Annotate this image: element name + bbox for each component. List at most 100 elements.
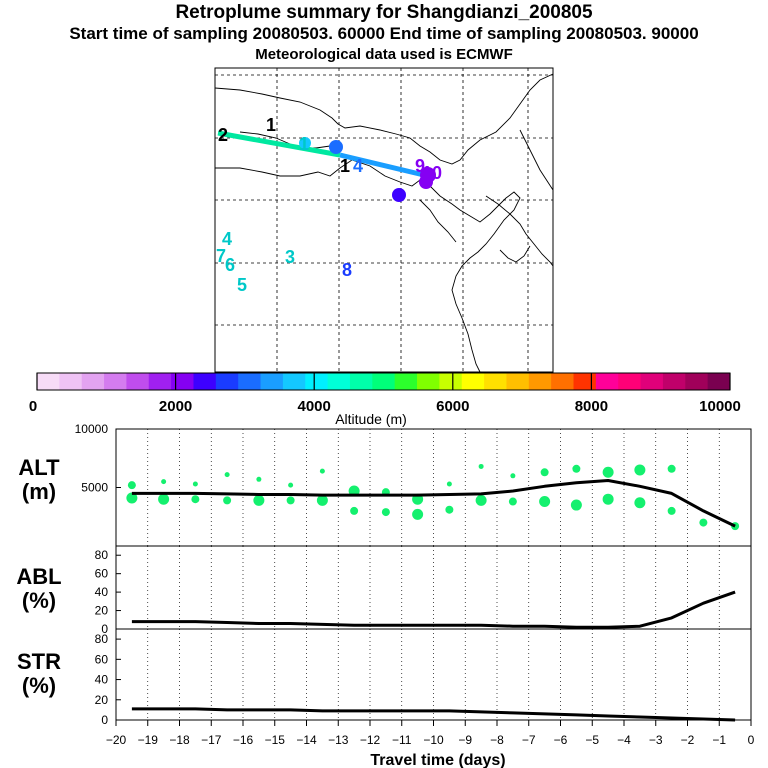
colorbar-swatch-19 — [461, 373, 485, 390]
colorbar-swatch-21 — [506, 373, 530, 390]
x-tick-label-14: −6 — [554, 733, 568, 747]
alt-point-7 — [224, 472, 230, 478]
alt-point-23 — [478, 463, 484, 469]
str-series-line — [131, 707, 736, 722]
str-label-text: STR (%) — [17, 649, 61, 698]
alt-point-30 — [602, 493, 614, 505]
alt-point-8 — [253, 494, 265, 506]
abl-series-line — [131, 590, 736, 629]
colorbar-swatch-12 — [305, 373, 329, 390]
alt-point-22 — [475, 494, 487, 506]
alt-point-10 — [286, 496, 295, 505]
map-cluster-label-6: 5 — [237, 275, 247, 295]
abl-ytick-label-0: 0 — [101, 622, 108, 636]
colorbar-swatch-7 — [193, 373, 217, 390]
abl-ytick-label-4: 80 — [95, 548, 109, 562]
alt-point-0 — [126, 492, 138, 504]
alt-point-9 — [256, 476, 262, 482]
alt-point-25 — [510, 473, 516, 479]
alt-point-31 — [602, 466, 614, 478]
map-cluster-label-2: 1 — [299, 134, 309, 154]
colorbar-swatch-2 — [81, 373, 105, 390]
colorbar-tick-label-4: 8000 — [575, 398, 608, 415]
x-tick-label-18: −2 — [681, 733, 695, 747]
alt-point-21 — [446, 481, 452, 487]
met-data-note: Meteorological data used is ECMWF — [255, 46, 513, 63]
alt-point-27 — [540, 468, 549, 477]
alt-point-11 — [288, 482, 294, 488]
colorbar-swatch-29 — [685, 373, 709, 390]
colorbar-swatch-11 — [282, 373, 306, 390]
map-cluster-dot-2 — [329, 140, 343, 154]
colorbar-swatch-15 — [372, 373, 396, 390]
alt-point-2 — [158, 493, 170, 505]
alt-point-29 — [572, 464, 581, 473]
alt-point-3 — [161, 479, 167, 485]
alt-point-36 — [699, 518, 708, 527]
x-tick-label-12: −8 — [490, 733, 504, 747]
alt-label-text: ALT (m) — [18, 455, 60, 504]
alt-frame — [115, 428, 752, 547]
abl-axis-label: ABL (%) — [8, 565, 70, 613]
alt-point-1 — [127, 481, 136, 490]
colorbar-swatch-6 — [171, 373, 194, 390]
colorbar-swatch-27 — [640, 373, 664, 390]
colorbar-swatch-30 — [707, 373, 731, 390]
x-tick-label-13: −7 — [522, 733, 536, 747]
colorbar-swatch-26 — [618, 373, 642, 390]
map-cluster-label-7: 6 — [225, 255, 235, 275]
colorbar-swatch-16 — [394, 373, 418, 390]
map-cluster-label-4: 3 — [285, 247, 295, 267]
x-axis: −20 −19 −18 −17 −16 −15 −14 −13 −12 −11 −10 −9 −8 −7−… — [106, 720, 755, 768]
str-axis-label: STR (%) — [8, 650, 70, 698]
alt-point-32 — [634, 497, 646, 509]
str-frame — [115, 628, 752, 721]
abl-ytick-label-3: 60 — [95, 567, 109, 581]
map-cluster-label-12: 9 — [415, 156, 425, 176]
alt-point-35 — [667, 464, 676, 473]
alt-point-26 — [539, 496, 551, 508]
x-tick-label-4: −16 — [233, 733, 254, 747]
map-track-blue — [339, 152, 429, 179]
x-tick-label-16: −4 — [617, 733, 631, 747]
x-tick-label-15: −5 — [585, 733, 599, 747]
x-tick-label-3: −17 — [201, 733, 222, 747]
colorbar-swatch-17 — [417, 373, 440, 390]
colorbar-swatch-10 — [260, 373, 284, 390]
str-ytick-label-3: 60 — [95, 652, 109, 666]
colorbar-tick-label-5: 10000 — [699, 398, 741, 415]
x-tick-label-9: −11 — [392, 733, 412, 747]
colorbar-tick-label-2: 4000 — [298, 398, 331, 415]
colorbar-swatch-1 — [59, 373, 83, 390]
alt-point-18 — [412, 508, 424, 520]
abl-label-text: ABL (%) — [16, 564, 62, 613]
alt-point-6 — [223, 496, 232, 505]
x-tick-label-17: −3 — [649, 733, 663, 747]
colorbar-swatch-4 — [126, 373, 150, 390]
map-cluster-dot-5 — [419, 175, 433, 189]
x-tick-label-11: −9 — [458, 733, 472, 747]
colorbar-swatch-5 — [148, 373, 172, 390]
colorbar-swatch-14 — [349, 373, 373, 390]
alt-axis-label: ALT (m) — [8, 456, 70, 504]
abl-ytick-label-1: 20 — [95, 604, 109, 618]
colorbar-swatch-18 — [439, 373, 463, 390]
colorbar-swatch-9 — [238, 373, 262, 390]
colorbar-swatch-0 — [37, 373, 60, 390]
x-tick-label-20: 0 — [748, 733, 755, 747]
alt-series-line — [131, 479, 736, 528]
x-tick-label-1: −19 — [138, 733, 159, 747]
alt-point-24 — [508, 497, 517, 506]
abl-ytick-label-2: 40 — [95, 585, 109, 599]
str-ytick-label-4: 80 — [95, 632, 109, 646]
alt-point-28 — [570, 499, 582, 511]
x-tick-label-7: −13 — [328, 733, 349, 747]
alt-point-16 — [381, 508, 390, 517]
map-cluster-label-8: 7 — [216, 246, 226, 266]
x-tick-label-8: −12 — [360, 733, 381, 747]
colorbar-swatch-20 — [484, 373, 507, 390]
map-cluster-label-13: 10 — [422, 163, 442, 183]
alt-ytick-label-0: 5000 — [81, 481, 108, 495]
x-tick-label-0: −20 — [106, 733, 127, 747]
